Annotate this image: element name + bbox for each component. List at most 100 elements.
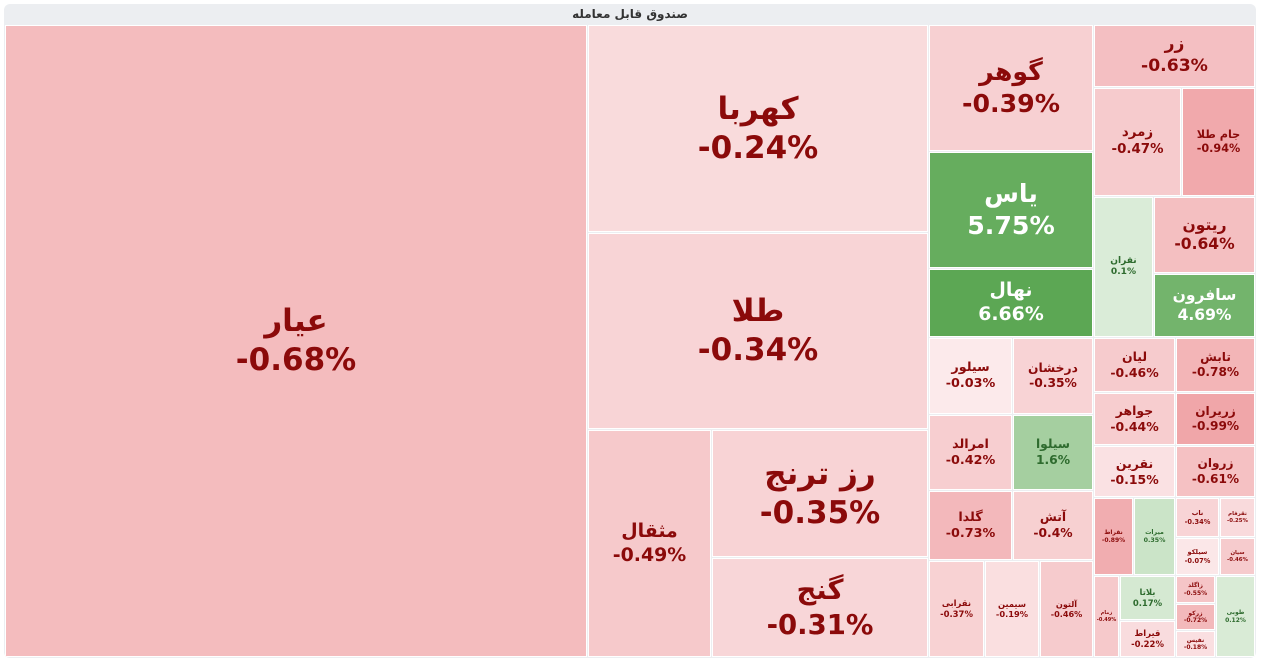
tile[interactable]: طلا -0.34% [588, 233, 928, 429]
tile[interactable]: مثقال -0.49% [588, 430, 711, 657]
tile-change: -0.34% [1184, 517, 1211, 526]
tile[interactable]: میرات 0.35% [1134, 498, 1175, 575]
tile-name: عیار [264, 303, 328, 340]
tile-name: گلدا [958, 509, 983, 525]
tile-name: قیراط [1134, 628, 1161, 639]
tile-change: -0.4% [1033, 525, 1073, 540]
tile[interactable]: زمرد -0.47% [1094, 88, 1181, 196]
tile[interactable]: زروان -0.61% [1176, 446, 1255, 497]
tile-name: نقرابی [941, 598, 972, 609]
tile[interactable]: ناب -0.34% [1176, 498, 1219, 537]
tile[interactable]: زرکو -0.72% [1176, 604, 1215, 630]
tile-name: سیمین [998, 598, 1026, 609]
tile[interactable]: نفیس -0.18% [1176, 631, 1215, 657]
tile-name: تابش [1200, 349, 1231, 364]
tile[interactable]: ریتون -0.64% [1154, 197, 1255, 273]
tile[interactable]: رز ترنج -0.35% [712, 430, 928, 557]
tile-change: -0.49% [1096, 616, 1117, 623]
tile[interactable]: لیان -0.46% [1094, 338, 1175, 392]
tile-name: مثقال [621, 519, 678, 542]
tile-name: جام طلا [1196, 127, 1241, 141]
tile-name: زمام [1100, 610, 1113, 617]
tile[interactable]: زر -0.63% [1094, 25, 1255, 87]
tile-name: زر [1164, 34, 1185, 55]
tile-name: امرالد [952, 436, 989, 452]
tile[interactable]: سیان -0.46% [1220, 538, 1255, 575]
tile[interactable]: امرالد -0.42% [929, 415, 1012, 490]
tile-change: -0.03% [945, 376, 996, 391]
tile[interactable]: تابش -0.78% [1176, 338, 1255, 392]
tile[interactable]: درخشان -0.35% [1013, 338, 1093, 414]
tile-name: رز ترنج [764, 455, 876, 492]
tile-name: سیلکو [1187, 548, 1208, 557]
tile[interactable]: سافرون 4.69% [1154, 274, 1255, 337]
tile-name: نقراط [1104, 529, 1123, 536]
tile-change: -0.55% [1183, 589, 1208, 597]
treemap-panel: صندوق قابل معامله عیار -0.68% کهربا -0.24% ط… [4, 4, 1256, 658]
tile[interactable]: نقرین -0.15% [1094, 446, 1175, 497]
tile-change: -0.34% [697, 332, 819, 368]
tile[interactable]: سیمین -0.19% [985, 561, 1039, 657]
tile-name: زروان [1197, 456, 1234, 471]
tile[interactable]: زمام -0.49% [1094, 576, 1119, 657]
tile[interactable]: سیلوا 1.6% [1013, 415, 1093, 490]
tile-change: -0.72% [1183, 617, 1208, 624]
tile-change: -0.94% [1196, 142, 1241, 155]
tile[interactable]: سیلکو -0.07% [1176, 538, 1219, 575]
tile-change: -0.24% [697, 129, 819, 166]
tile-name: نفیس [1186, 636, 1205, 644]
tile[interactable]: بلاتا 0.17% [1120, 576, 1175, 620]
tile-change: -0.47% [1111, 142, 1164, 157]
tile[interactable]: یاس 5.75% [929, 152, 1093, 268]
tile[interactable]: قیراط -0.22% [1120, 621, 1175, 657]
tile-name: کهربا [717, 90, 799, 127]
tile[interactable]: سیلور -0.03% [929, 338, 1012, 414]
tile[interactable]: جام طلا -0.94% [1182, 88, 1255, 196]
tile-change: -0.31% [766, 608, 874, 641]
tile-name: طوبی [1226, 609, 1245, 616]
tile-change: -0.42% [945, 452, 996, 468]
tile-change: -0.18% [1183, 644, 1208, 651]
tile-change: 4.69% [1177, 305, 1232, 324]
tile[interactable]: نقراط -0.89% [1094, 498, 1133, 575]
tile-change: -0.25% [1227, 517, 1248, 524]
tile-change: -0.78% [1191, 365, 1240, 379]
tile-name: سیلور [951, 360, 990, 376]
tile[interactable]: نهال 6.66% [929, 269, 1093, 337]
tile-change: -0.61% [1191, 471, 1240, 486]
tile[interactable]: آتش -0.4% [1013, 491, 1093, 560]
tile[interactable]: عیار -0.68% [5, 25, 587, 657]
tile[interactable]: گلدا -0.73% [929, 491, 1012, 560]
tile-name: طلا [731, 293, 785, 330]
tile[interactable]: طوبی 0.12% [1216, 576, 1255, 657]
tile[interactable]: جواهر -0.44% [1094, 393, 1175, 445]
tile-name: ریتون [1182, 215, 1227, 234]
tile-change: -0.46% [1227, 556, 1248, 563]
tile-change: -0.15% [1110, 471, 1159, 487]
tile[interactable]: گنج -0.31% [712, 558, 928, 657]
tile-name: یاس [984, 179, 1038, 209]
tile[interactable]: آلتون -0.46% [1040, 561, 1093, 657]
tile[interactable]: کهربا -0.24% [588, 25, 928, 232]
tile[interactable]: نقرابی -0.37% [929, 561, 984, 657]
tile[interactable]: زریران -0.99% [1176, 393, 1255, 445]
tile-name: زرکو [1188, 609, 1203, 617]
tile-change: -0.22% [1131, 639, 1164, 649]
tile[interactable]: زاگلد -0.55% [1176, 576, 1215, 603]
tile-name: نقران [1110, 255, 1137, 266]
tile-change: -0.64% [1174, 235, 1235, 253]
tile-change: -0.46% [1110, 365, 1159, 380]
tile[interactable]: نقرفام -0.25% [1220, 498, 1255, 537]
tile-name: آلتون [1055, 598, 1078, 609]
tile-change: -0.46% [1050, 609, 1083, 619]
tile-name: نقرین [1115, 455, 1154, 471]
tile-change: 6.66% [978, 303, 1044, 325]
tile-name: ناب [1191, 509, 1204, 518]
tile-change: 1.6% [1035, 452, 1071, 467]
tile[interactable]: نقران 0.1% [1094, 197, 1153, 337]
tile-change: -0.44% [1110, 419, 1159, 434]
tile-name: زاگلد [1188, 582, 1203, 589]
tile-change: 0.35% [1143, 536, 1166, 544]
tile-name: میرات [1145, 528, 1164, 536]
tile[interactable]: گوهر -0.39% [929, 25, 1093, 151]
